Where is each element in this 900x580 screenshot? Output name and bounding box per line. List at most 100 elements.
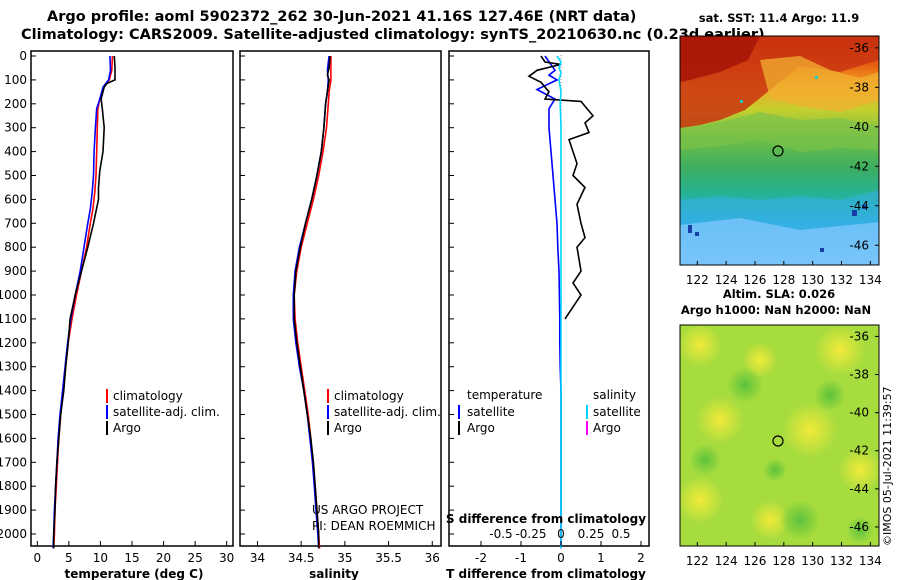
- diff-legend-s-argo: Argo: [593, 421, 621, 435]
- x-tick-label: 35: [337, 551, 352, 565]
- sla-map-title-line1: Altim. SLA: 0.026: [723, 287, 835, 301]
- salinity-panel-frame: [239, 50, 442, 547]
- depth-tick-label: 500: [4, 169, 27, 183]
- map-x-tick-label: 132: [830, 554, 853, 568]
- series-line-climatology: [293, 56, 332, 549]
- temperature-panel-frame: [30, 50, 234, 547]
- depth-tick-label: 1800: [0, 479, 27, 493]
- map-y-tick-label: -36: [849, 41, 869, 55]
- figure-title-line1: Argo profile: aoml 5902372_262 30-Jun-20…: [47, 9, 636, 25]
- x-tick-label: 5: [65, 551, 73, 565]
- series-line-satellite-adj-clim-: [52, 55, 112, 549]
- depth-tick-label: 1400: [0, 384, 27, 398]
- map-y-tick-label: -46: [849, 520, 869, 534]
- map-x-tick-label: 122: [686, 554, 709, 568]
- x-tick-label: 20: [156, 551, 171, 565]
- map-x-tick-label: 124: [715, 273, 738, 287]
- temp-legend-satellite: satellite-adj. clim.: [113, 405, 220, 419]
- map-x-tick-label: 130: [801, 273, 824, 287]
- difference-panel-frame: [448, 50, 650, 547]
- diff-legend-t-satellite: satellite: [467, 405, 515, 419]
- map-y-tick-label: -36: [849, 329, 869, 343]
- series-line-argo: [52, 55, 116, 549]
- map-x-tick-label: 126: [744, 554, 767, 568]
- depth-tick-label: 400: [4, 145, 27, 159]
- map-y-tick-label: -38: [849, 368, 869, 382]
- depth-tick-label: 800: [4, 240, 27, 254]
- sst-map-x-ticks: 122 124 126 128 130 132 134: [686, 261, 882, 287]
- difference-top-xlabel: S difference from climatology: [446, 512, 646, 526]
- x-tick-label: 25: [187, 551, 202, 565]
- series-line-t-argo: [527, 55, 595, 320]
- map-x-tick-label: 124: [715, 554, 738, 568]
- x-tick-label: 36: [425, 551, 440, 565]
- sst-map-image: [680, 36, 879, 265]
- sal-legend-climatology: climatology: [334, 389, 404, 403]
- x-tick-label: 10: [93, 551, 108, 565]
- x-tick-label: 30: [219, 551, 234, 565]
- x-tick-label: 35.5: [375, 551, 402, 565]
- temperature-x-ticks: 0 5 10 15 20 25 30: [33, 541, 234, 565]
- depth-tick-label: 600: [4, 192, 27, 206]
- sla-map-y-ticks: -36 -38 -40 -42 -44 -46: [849, 329, 879, 534]
- depth-axis: 0 100 200 300 400 500 600 700 800 900 1000 1100 1200…: [0, 49, 454, 541]
- x-tick-label: 2: [637, 551, 645, 565]
- salinity-series: [292, 55, 332, 549]
- map-y-tick-label: -40: [849, 406, 869, 420]
- depth-tick-label: 900: [4, 264, 27, 278]
- sal-legend-satellite: satellite-adj. clim.: [334, 405, 441, 419]
- diff-legend-salinity-header: salinity: [593, 388, 636, 402]
- x-tick-label: 0: [33, 551, 41, 565]
- map-y-tick-label: -38: [849, 80, 869, 94]
- map-x-tick-label: 134: [859, 273, 882, 287]
- top-x-tick-label: 0.25: [578, 527, 605, 541]
- sla-map-x-ticks: 122 124 126 128 130 132 134: [686, 542, 882, 568]
- series-line-t-satellite: [535, 55, 562, 549]
- map-x-tick-label: 134: [859, 554, 882, 568]
- x-tick-label: -1: [515, 551, 527, 565]
- temp-legend-argo: Argo: [113, 421, 141, 435]
- series-line-argo: [293, 55, 331, 549]
- map-y-tick-label: -40: [849, 120, 869, 134]
- top-x-tick-label: -0.25: [515, 527, 546, 541]
- project-note: US ARGO PROJECT: [312, 503, 424, 517]
- depth-tick-label: 1300: [0, 360, 27, 374]
- depth-tick-label: 1200: [0, 336, 27, 350]
- sla-map-frame: [679, 324, 880, 547]
- depth-tick-label: 2000: [0, 527, 27, 541]
- map-y-tick-label: -44: [849, 199, 869, 213]
- depth-tick-label: 200: [4, 97, 27, 111]
- depth-tick-label: 1100: [0, 312, 27, 326]
- top-x-tick-label: 0: [557, 527, 565, 541]
- map-x-tick-label: 126: [744, 273, 767, 287]
- sst-map-frame: [679, 35, 880, 266]
- map-y-tick-label: -44: [849, 482, 869, 496]
- map-x-tick-label: 122: [686, 273, 709, 287]
- top-x-tick-label: -0.5: [489, 527, 512, 541]
- difference-x-ticks: -2 -1 0 1 2: [475, 541, 645, 565]
- sla-map-argo-marker: [772, 435, 784, 447]
- temperature-xlabel: temperature (deg C): [65, 567, 204, 580]
- x-tick-label: 1: [597, 551, 605, 565]
- sla-map-title-line2: Argo h1000: NaN h2000: NaN: [681, 303, 871, 317]
- map-y-tick-label: -42: [849, 159, 869, 173]
- temp-legend-climatology: climatology: [113, 389, 183, 403]
- depth-tick-label: 1900: [0, 503, 27, 517]
- x-tick-label: 34: [250, 551, 265, 565]
- depth-tick-label: 300: [4, 121, 27, 135]
- top-x-tick-label: 0.5: [611, 527, 630, 541]
- depth-tick-label: 100: [4, 73, 27, 87]
- x-tick-label: 0: [557, 551, 565, 565]
- salinity-x-ticks: 34 34.5 35 35.5 36: [250, 541, 440, 565]
- x-tick-label: 15: [124, 551, 139, 565]
- temperature-series: [52, 55, 116, 549]
- diff-legend-t-argo: Argo: [467, 421, 495, 435]
- map-x-tick-label: 128: [772, 554, 795, 568]
- map-x-tick-label: 128: [772, 273, 795, 287]
- diff-legend-temperature-header: temperature: [467, 388, 542, 402]
- depth-tick-label: 1500: [0, 408, 27, 422]
- imos-stamp: ©IMOS 05-Jul-2021 11:39:57: [881, 386, 894, 546]
- difference-series: [527, 55, 595, 549]
- depth-tick-label: 700: [4, 216, 27, 230]
